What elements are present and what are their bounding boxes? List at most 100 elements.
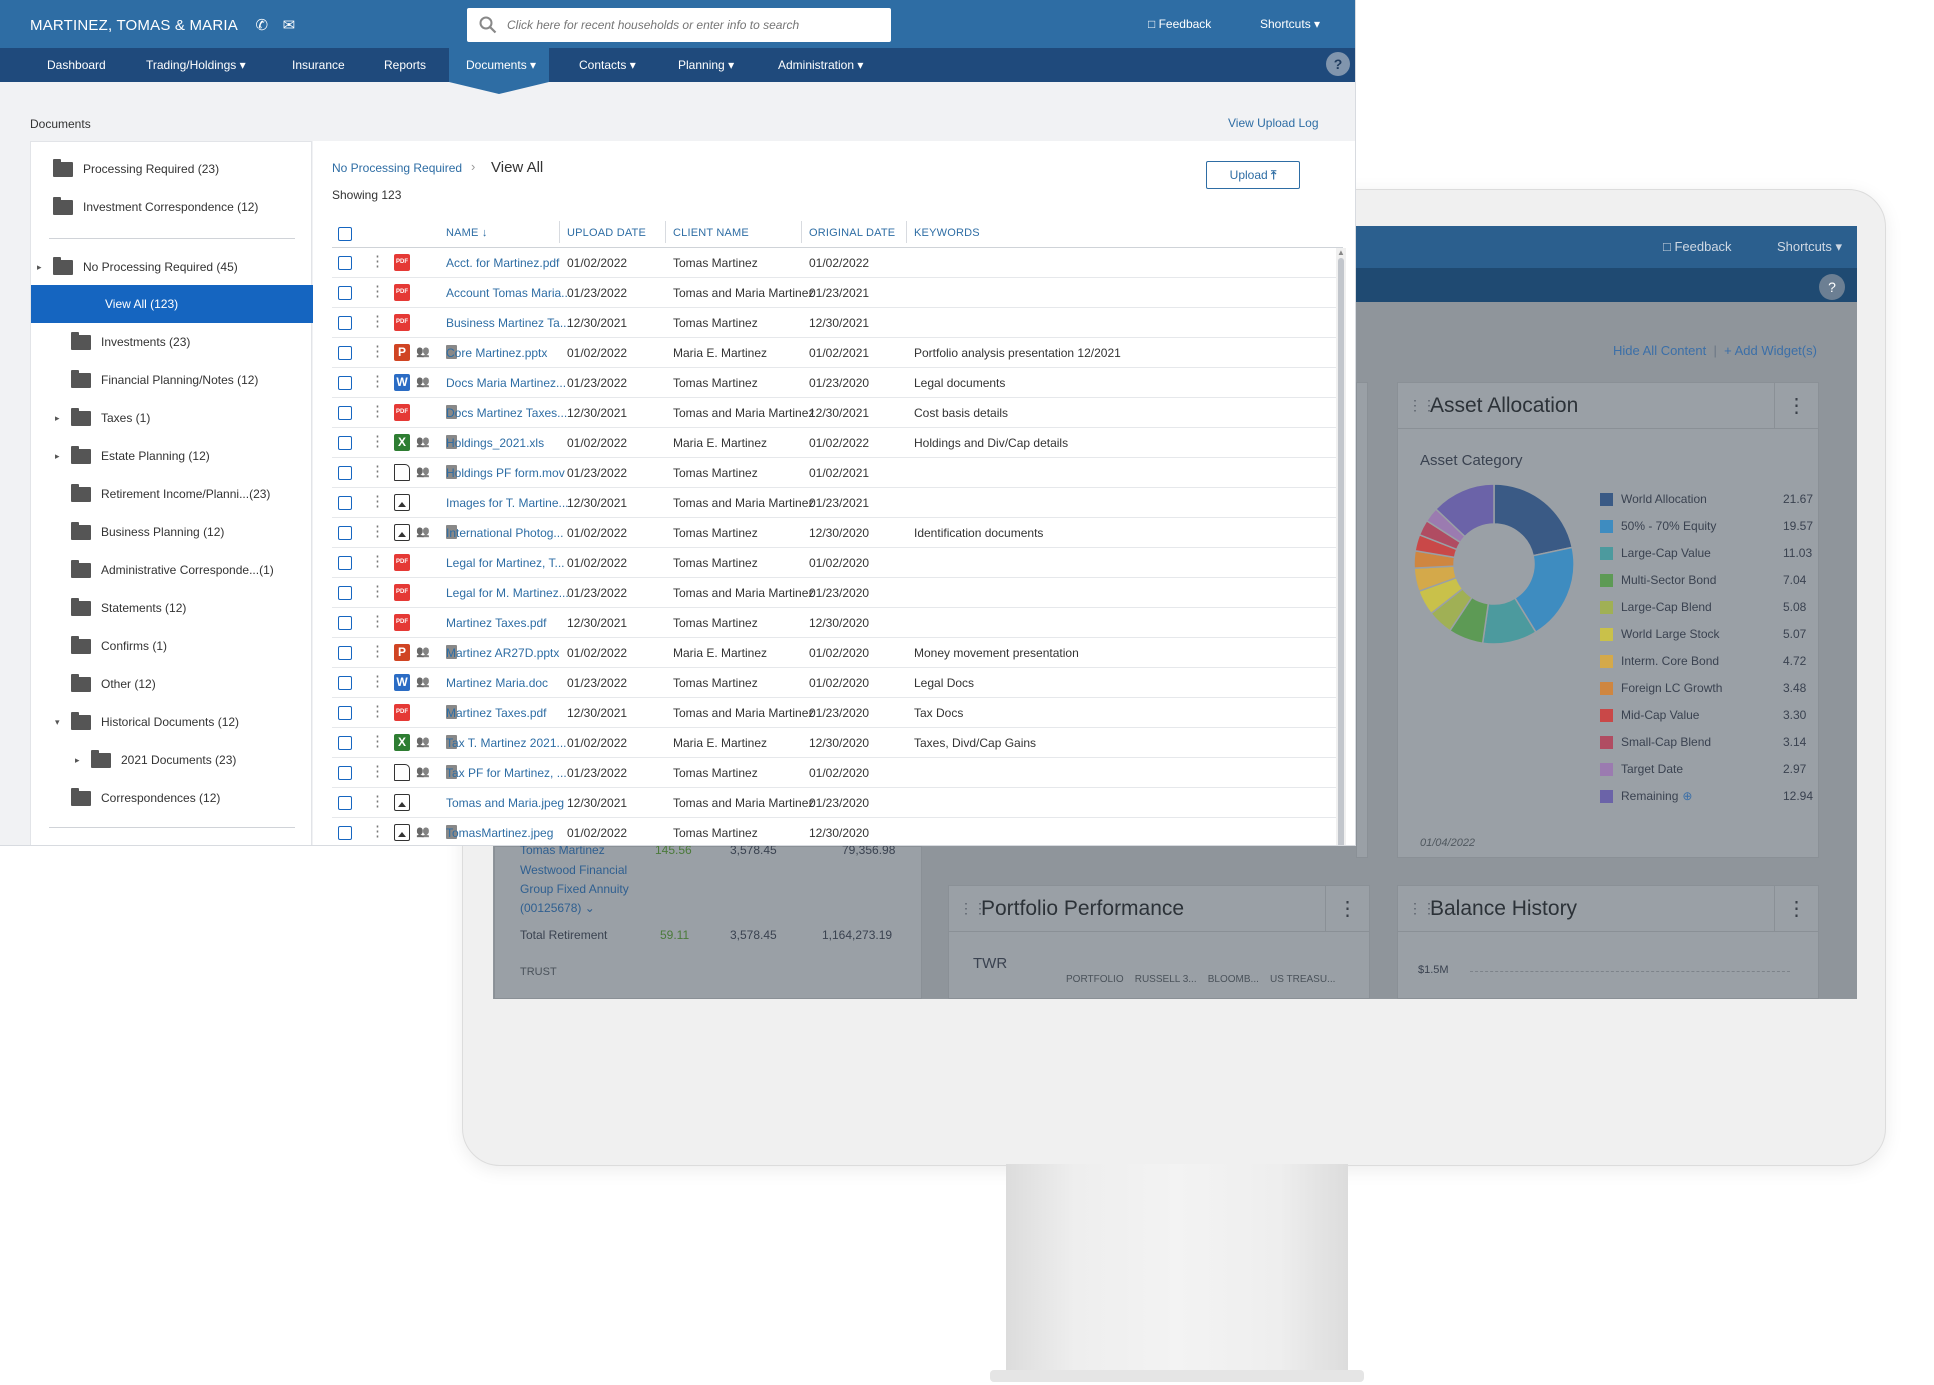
- holding-name-1[interactable]: Tomas Martinez: [520, 843, 605, 857]
- document-name-link[interactable]: Tax PF for Martinez, ...: [446, 766, 567, 780]
- breadcrumb-no-processing[interactable]: No Processing Required: [332, 161, 463, 175]
- select-all-checkbox[interactable]: [338, 227, 352, 241]
- table-row[interactable]: ⋮ PDF Account Tomas Maria... 01/23/2022 Toma…: [332, 278, 1336, 308]
- expand-caret-icon[interactable]: ▸: [55, 412, 60, 423]
- table-row[interactable]: ⋮ 👥 Holdings PF form.mov 01/23/2022 Tomas Ma…: [332, 458, 1336, 488]
- document-name-link[interactable]: Holdings PF form.mov: [446, 466, 565, 480]
- row-menu-icon[interactable]: ⋮: [370, 283, 385, 300]
- row-checkbox[interactable]: [338, 346, 352, 360]
- tree-folder-item[interactable]: Investment Correspondence (12): [31, 188, 313, 226]
- row-menu-icon[interactable]: ⋮: [370, 703, 385, 720]
- row-checkbox[interactable]: [338, 316, 352, 330]
- table-row[interactable]: ⋮ PDF Acct. for Martinez.pdf 01/02/2022 Toma…: [332, 248, 1336, 278]
- table-row[interactable]: ⋮ X 👥 Tax T. Martinez 2021... 01/02/2022 Mari…: [332, 728, 1336, 758]
- table-row[interactable]: ⋮ PDF Business Martinez Ta... 12/30/2021 Tom…: [332, 308, 1336, 338]
- table-row[interactable]: ⋮ PDF Legal for M. Martinez... 01/23/2022 To…: [332, 578, 1336, 608]
- row-checkbox[interactable]: [338, 436, 352, 450]
- nav-trading-holdings[interactable]: Trading/Holdings ▾: [146, 58, 246, 72]
- row-checkbox[interactable]: [338, 766, 352, 780]
- row-checkbox[interactable]: [338, 796, 352, 810]
- holding-name-2[interactable]: Westwood Financial Group Fixed Annuity (…: [520, 861, 645, 918]
- add-widget-link[interactable]: + Add Widget(s): [1724, 343, 1817, 358]
- phone-icon[interactable]: ✆: [255, 17, 269, 34]
- screen-feedback-link[interactable]: □ Feedback: [1663, 239, 1732, 254]
- row-menu-icon[interactable]: ⋮: [370, 613, 385, 630]
- document-name-link[interactable]: Martinez AR27D.pptx: [446, 646, 560, 660]
- row-menu-icon[interactable]: ⋮: [370, 673, 385, 690]
- row-menu-icon[interactable]: ⋮: [370, 553, 385, 570]
- table-row[interactable]: ⋮ 👥 TomasMartinez.jpeg 01/02/2022 Tomas Mart…: [332, 818, 1336, 845]
- row-menu-icon[interactable]: ⋮: [370, 313, 385, 330]
- expand-caret-icon[interactable]: ▸: [55, 450, 60, 461]
- table-row[interactable]: ⋮ P 👥 Core Martinez.pptx 01/02/2022 Maria E. …: [332, 338, 1336, 368]
- screen-shortcuts-menu[interactable]: Shortcuts ▾: [1777, 239, 1843, 254]
- row-menu-icon[interactable]: ⋮: [370, 343, 385, 360]
- col-keywords[interactable]: KEYWORDS: [914, 227, 980, 239]
- table-row[interactable]: ⋮ 👥 Tax PF for Martinez, ... 01/23/2022 Toma…: [332, 758, 1336, 788]
- row-checkbox[interactable]: [338, 526, 352, 540]
- drag-handle-icon[interactable]: ⋮⋮: [1408, 397, 1436, 413]
- col-upload-date[interactable]: UPLOAD DATE: [567, 227, 647, 239]
- tree-folder-item[interactable]: ▾ Historical Documents (12): [31, 703, 313, 741]
- hide-all-content-link[interactable]: Hide All Content: [1613, 343, 1707, 358]
- donut-slice[interactable]: [1493, 483, 1574, 557]
- document-name-link[interactable]: Docs Maria Martinez...: [446, 376, 567, 390]
- drag-handle-icon[interactable]: ⋮⋮: [959, 900, 987, 916]
- help-icon[interactable]: ?: [1326, 52, 1350, 76]
- document-name-link[interactable]: TomasMartinez.jpeg: [446, 826, 554, 840]
- document-name-link[interactable]: Business Martinez Ta...: [446, 316, 570, 330]
- tree-folder-item[interactable]: Investments (23): [31, 323, 313, 361]
- tree-folder-item[interactable]: View All (123): [31, 285, 313, 323]
- tree-folder-item[interactable]: ▸ Estate Planning (12): [31, 437, 313, 475]
- screen-help-icon[interactable]: ?: [1819, 274, 1845, 300]
- nav-planning[interactable]: Planning ▾: [678, 58, 734, 72]
- collapse-caret-icon[interactable]: ▾: [55, 716, 60, 727]
- table-row[interactable]: ⋮ PDF Legal for Martinez, T... 01/02/2022 To…: [332, 548, 1336, 578]
- document-name-link[interactable]: Tomas and Maria.jpeg: [446, 796, 565, 810]
- row-menu-icon[interactable]: ⋮: [370, 493, 385, 510]
- expand-caret-icon[interactable]: ▸: [37, 261, 42, 272]
- expand-caret-icon[interactable]: ▸: [75, 754, 80, 765]
- tree-folder-item[interactable]: Financial Planning/Notes (12): [31, 361, 313, 399]
- email-icon[interactable]: ✉: [282, 17, 296, 34]
- row-menu-icon[interactable]: ⋮: [370, 763, 385, 780]
- col-name[interactable]: NAME ↓: [446, 227, 488, 239]
- table-row[interactable]: ⋮ P 👥 Martinez AR27D.pptx 01/02/2022 Maria E.…: [332, 638, 1336, 668]
- tree-folder-item[interactable]: Administrative Corresponde...(1): [31, 551, 313, 589]
- row-menu-icon[interactable]: ⋮: [370, 523, 385, 540]
- col-client-name[interactable]: CLIENT NAME: [673, 227, 749, 239]
- document-name-link[interactable]: Core Martinez.pptx: [446, 346, 548, 360]
- tree-folder-item[interactable]: Other (12): [31, 665, 313, 703]
- row-menu-icon[interactable]: ⋮: [370, 373, 385, 390]
- widget-menu-icon[interactable]: ⋮: [1774, 886, 1818, 932]
- upload-button[interactable]: Upload ⤒: [1206, 161, 1300, 189]
- document-name-link[interactable]: Martinez Taxes.pdf: [446, 706, 547, 720]
- tree-folder-item[interactable]: Statements (12): [31, 589, 313, 627]
- tree-folder-item[interactable]: Retirement Income/Planni...(23): [31, 475, 313, 513]
- row-menu-icon[interactable]: ⋮: [370, 793, 385, 810]
- col-original-date[interactable]: ORIGINAL DATE: [809, 227, 896, 239]
- row-menu-icon[interactable]: ⋮: [370, 463, 385, 480]
- search-input[interactable]: [507, 8, 877, 42]
- scroll-up-icon[interactable]: ▲: [1337, 248, 1345, 257]
- row-menu-icon[interactable]: ⋮: [370, 403, 385, 420]
- table-row[interactable]: ⋮ 👥 International Photog... 01/02/2022 Tomas…: [332, 518, 1336, 548]
- row-menu-icon[interactable]: ⋮: [370, 433, 385, 450]
- row-checkbox[interactable]: [338, 556, 352, 570]
- drag-handle-icon[interactable]: ⋮⋮: [1408, 900, 1436, 916]
- document-name-link[interactable]: Legal for M. Martinez...: [446, 586, 569, 600]
- row-checkbox[interactable]: [338, 256, 352, 270]
- table-row[interactable]: ⋮ X 👥 Holdings_2021.xls 01/02/2022 Maria E. M…: [332, 428, 1336, 458]
- document-name-link[interactable]: Docs Martinez Taxes...: [446, 406, 568, 420]
- nav-reports[interactable]: Reports: [384, 58, 426, 72]
- row-checkbox[interactable]: [338, 676, 352, 690]
- tree-folder-item[interactable]: ▸ 2021 Documents (23): [31, 741, 313, 779]
- document-name-link[interactable]: Account Tomas Maria...: [446, 286, 572, 300]
- table-row[interactable]: ⋮ W 👥 Martinez Maria.doc 01/23/2022 Tomas Mar…: [332, 668, 1336, 698]
- document-name-link[interactable]: Tax T. Martinez 2021...: [446, 736, 567, 750]
- row-checkbox[interactable]: [338, 496, 352, 510]
- nav-administration[interactable]: Administration ▾: [778, 58, 863, 72]
- row-checkbox[interactable]: [338, 826, 352, 840]
- household-name[interactable]: MARTINEZ, TOMAS & MARIA ✆ ✉: [30, 16, 295, 34]
- nav-insurance[interactable]: Insurance: [292, 58, 345, 72]
